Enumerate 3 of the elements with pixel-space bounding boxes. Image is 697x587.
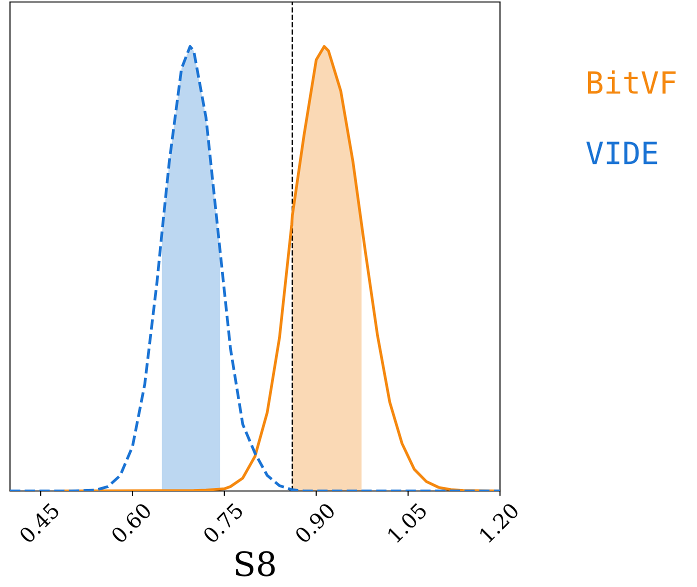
text: BitVF: [588, 70, 676, 94]
text: VIDE: [586, 142, 658, 164]
x-axis-title: S8: [236, 551, 275, 576]
